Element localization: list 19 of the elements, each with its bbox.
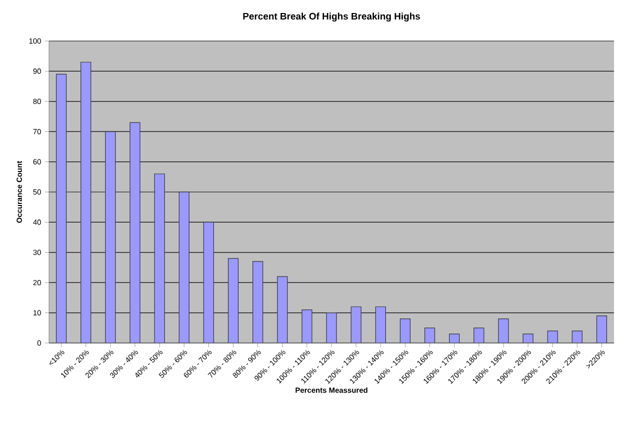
bar [178,192,190,343]
bar [105,131,116,343]
bar [548,330,558,343]
bar [130,122,140,343]
bar [154,174,165,343]
bar [56,74,67,343]
bar [252,261,264,343]
bar [596,316,608,343]
chart-title: Percent Break Of Highs Breaking Highs [243,12,420,22]
bar [424,328,436,343]
bar [350,306,362,343]
bar [80,62,92,343]
bar [474,328,484,343]
bar [277,276,288,343]
bar [400,318,411,343]
bar [572,330,582,343]
bar [203,222,214,343]
bar [375,306,386,343]
bar [228,258,239,343]
